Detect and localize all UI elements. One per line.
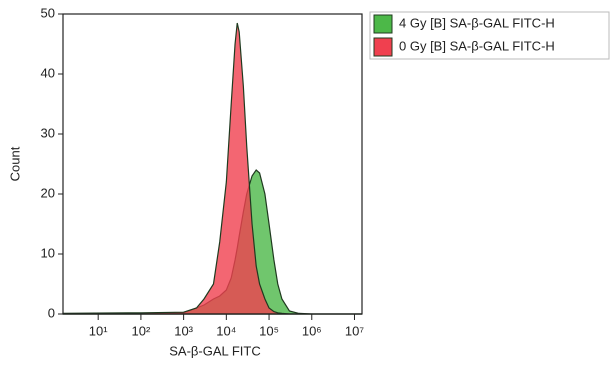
x-tick-label: 10² — [132, 323, 151, 338]
y-axis-label: Count — [7, 146, 22, 181]
y-tick-label: 30 — [41, 125, 55, 140]
y-tick-label: 40 — [41, 65, 55, 80]
x-tick-label: 10¹ — [89, 323, 108, 338]
plot-frame — [62, 13, 363, 315]
y-tick-label: 10 — [41, 245, 55, 260]
x-tick-label: 10⁵ — [259, 323, 279, 338]
x-tick-label: 10⁴ — [216, 323, 236, 338]
legend-label: 4 Gy [B] SA-β-GAL FITC-H — [399, 15, 555, 30]
y-tick-label: 0 — [48, 305, 55, 320]
legend-swatch — [373, 14, 393, 34]
x-tick-label: 10⁶ — [302, 323, 322, 338]
legend-label: 0 Gy [B] SA-β-GAL FITC-H — [399, 38, 555, 53]
x-tick-label: 10⁷ — [345, 323, 364, 338]
legend-frame — [369, 11, 610, 60]
y-tick-label: 20 — [41, 185, 55, 200]
legend-swatch — [373, 37, 393, 57]
area — [62, 22, 362, 315]
y-tick-label: 50 — [41, 5, 55, 20]
x-tick-label: 10³ — [174, 323, 193, 338]
x-axis-label: SA-β-GAL FITC — [169, 343, 261, 358]
